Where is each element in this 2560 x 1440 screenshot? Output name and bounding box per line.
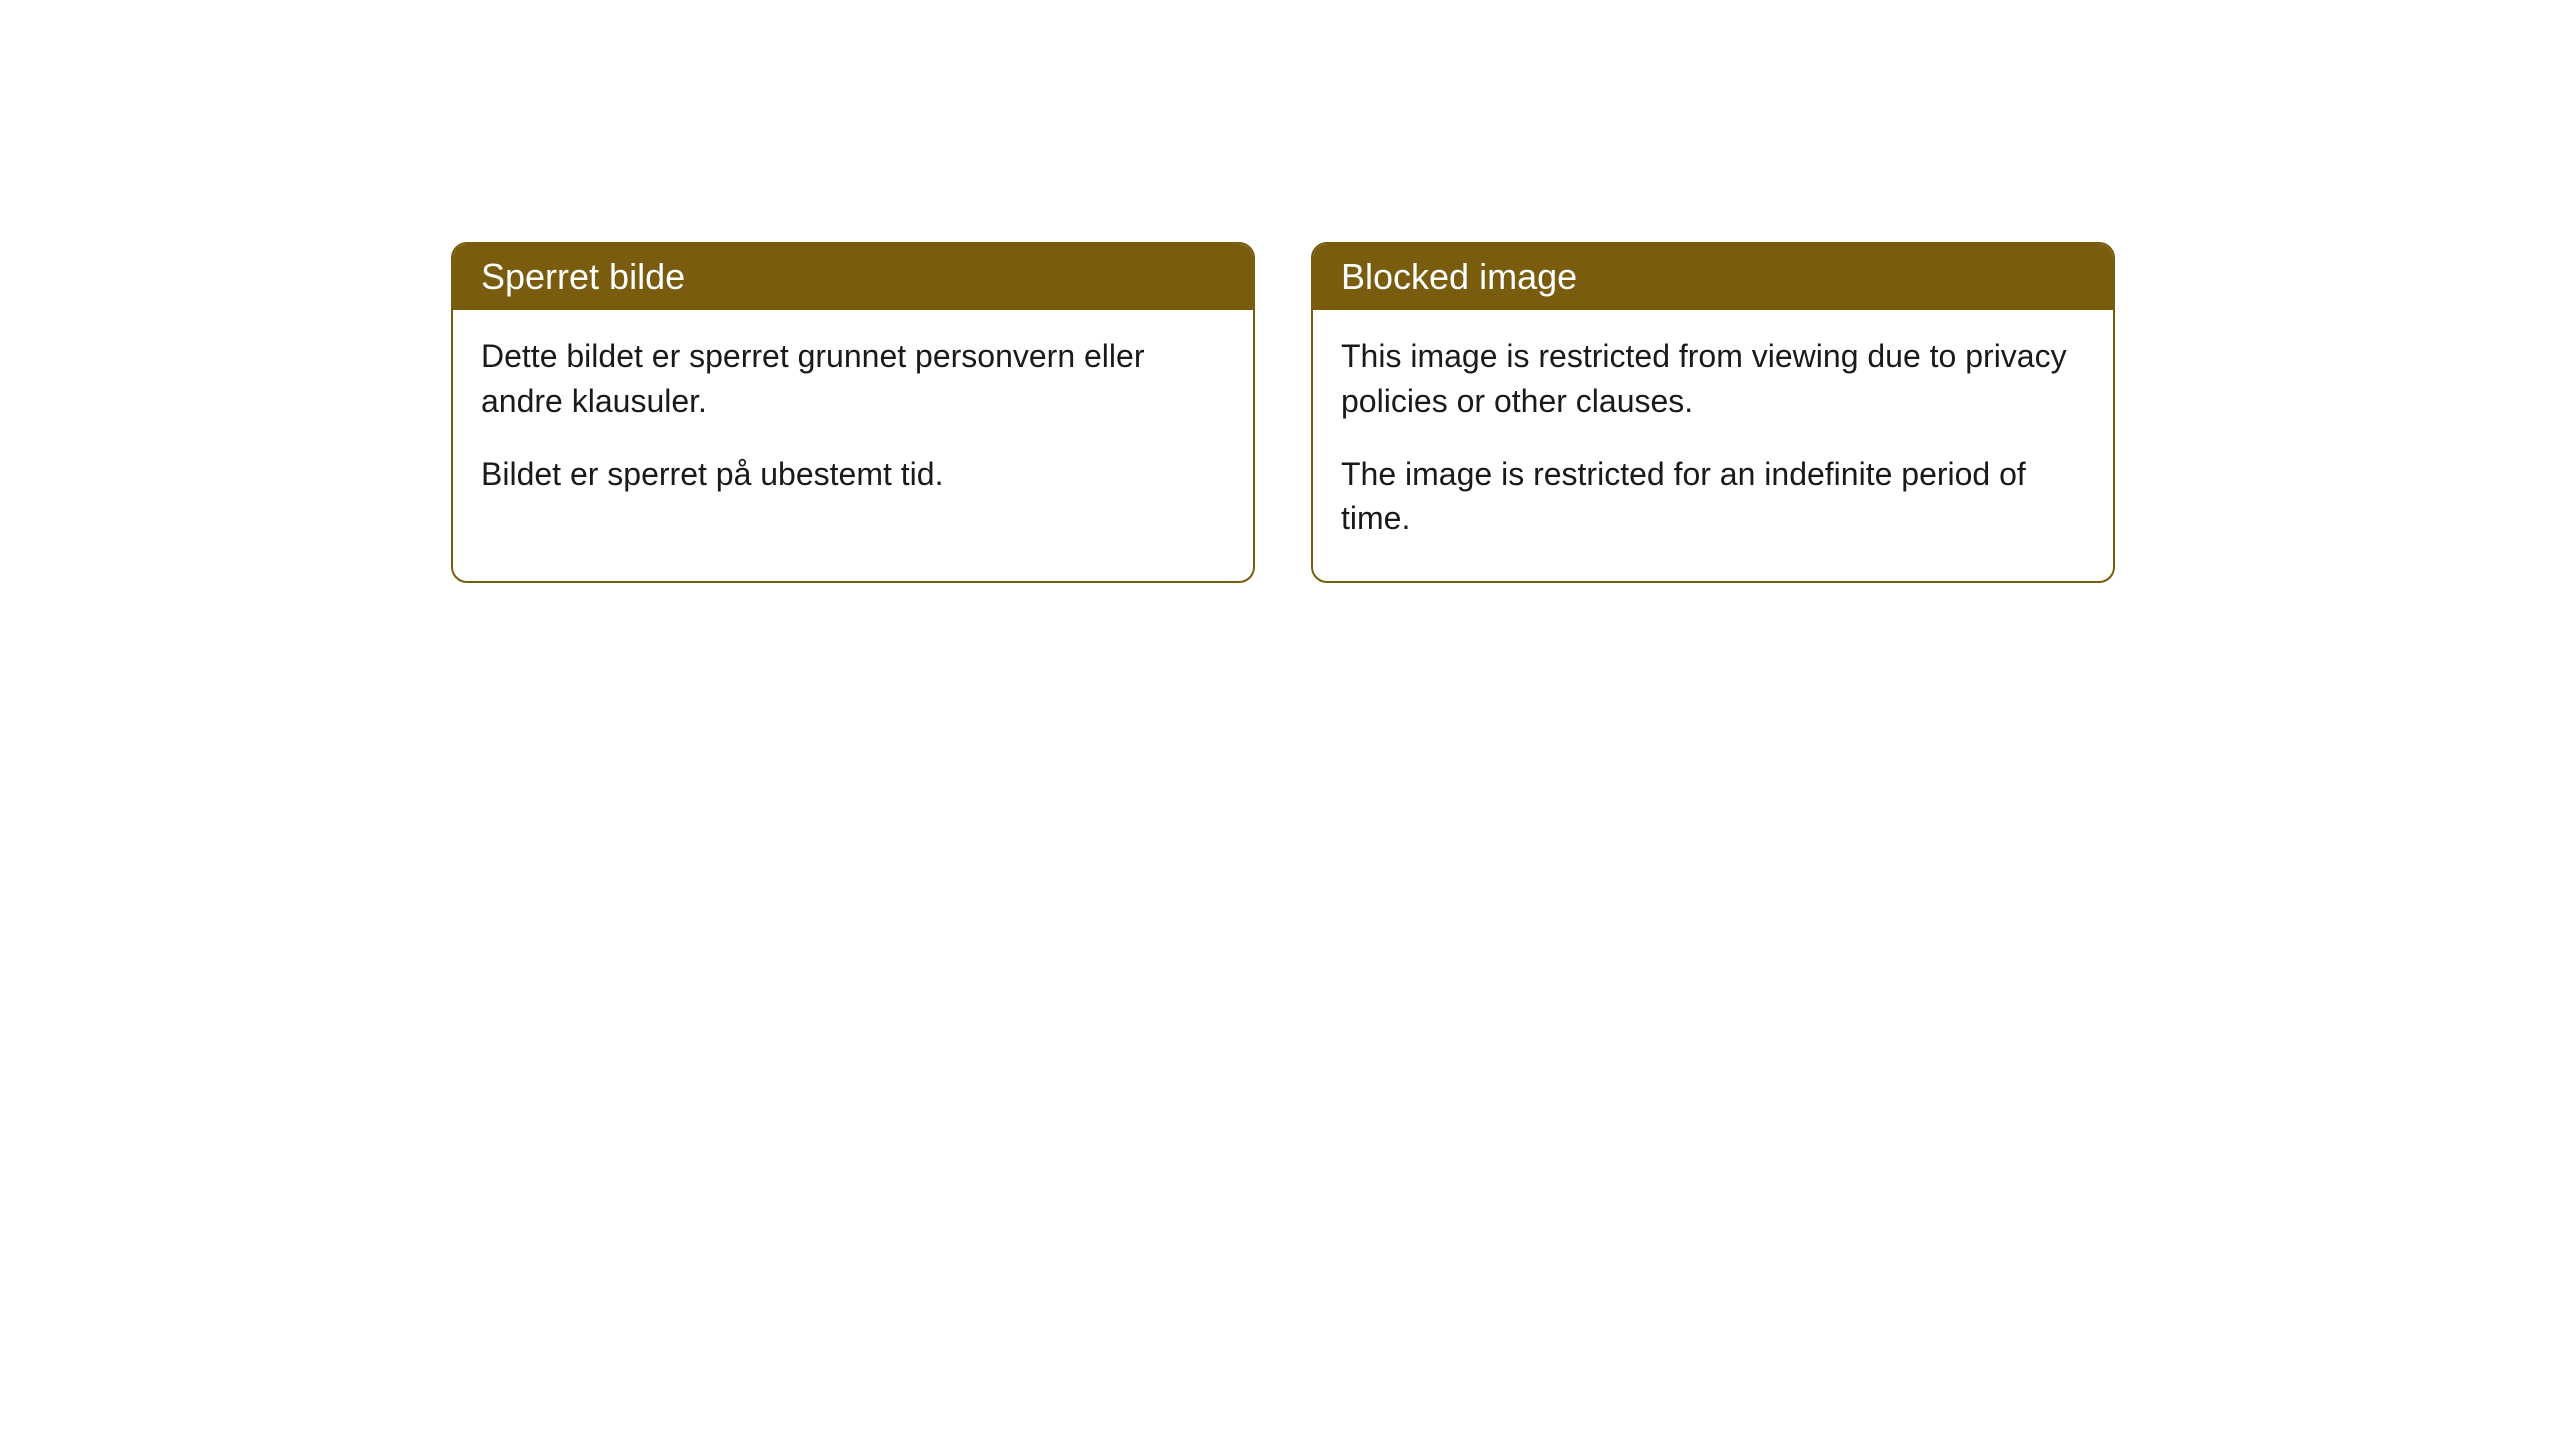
card-norwegian: Sperret bilde Dette bildet er sperret gr… [451,242,1255,583]
cards-container: Sperret bilde Dette bildet er sperret gr… [451,242,2115,583]
card-paragraph-1-norwegian: Dette bildet er sperret grunnet personve… [481,334,1225,424]
card-paragraph-1-english: This image is restricted from viewing du… [1341,334,2085,424]
card-header-english: Blocked image [1313,244,2113,310]
card-paragraph-2-english: The image is restricted for an indefinit… [1341,452,2085,542]
card-body-english: This image is restricted from viewing du… [1313,310,2113,581]
card-body-norwegian: Dette bildet er sperret grunnet personve… [453,310,1253,536]
card-header-norwegian: Sperret bilde [453,244,1253,310]
card-paragraph-2-norwegian: Bildet er sperret på ubestemt tid. [481,452,1225,497]
card-title-norwegian: Sperret bilde [481,256,685,297]
card-english: Blocked image This image is restricted f… [1311,242,2115,583]
card-title-english: Blocked image [1341,256,1577,297]
